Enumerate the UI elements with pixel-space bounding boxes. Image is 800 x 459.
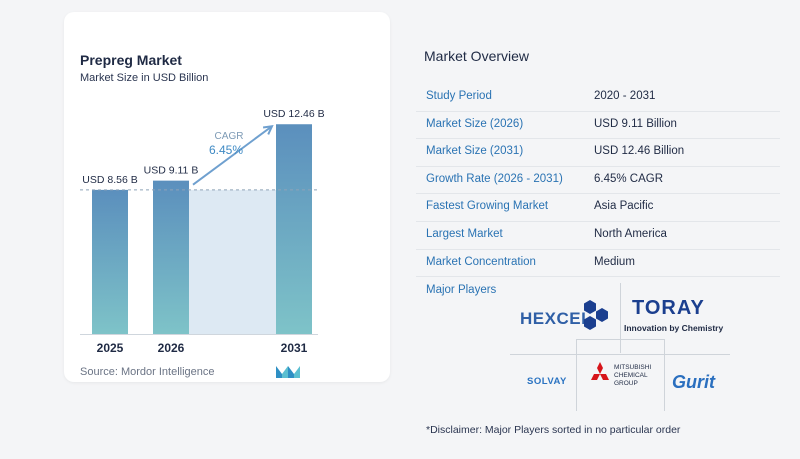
overview-row: Growth Rate (2026 - 2031) 6.45% CAGR — [416, 167, 780, 195]
chart-subtitle: Market Size in USD Billion — [80, 72, 209, 84]
overview-row-value: 2020 - 2031 — [594, 90, 656, 102]
value-label: USD 8.56 B — [82, 174, 137, 186]
major-players-label: Major Players — [426, 284, 497, 296]
overview-row: Study Period 2020 - 2031 — [416, 84, 780, 112]
overview-row-label: Market Size (2026) — [426, 117, 524, 130]
cagr-arrow-line — [192, 125, 273, 186]
category-label: 2031 — [281, 341, 308, 355]
overview-row-label: Largest Market — [426, 227, 503, 240]
toray-tagline: Innovation by Chemistry — [624, 323, 724, 333]
category-label: 2025 — [97, 341, 124, 355]
overview-row-label: Market Concentration — [426, 255, 536, 268]
value-label: USD 9.11 B — [144, 165, 199, 177]
cagr-arrow-head-icon — [262, 125, 274, 135]
mitsubishi-diamonds-icon — [591, 362, 609, 380]
growth-band — [189, 189, 276, 334]
hexcel-logo: HEXCEL — [520, 309, 592, 328]
chart-title: Prepreg Market — [80, 52, 182, 68]
mordor-logo-icon — [276, 366, 300, 378]
solvay-logo: SOLVAY — [527, 376, 567, 387]
overview-row-value: Medium — [594, 255, 635, 268]
overview-table: Study Period 2020 - 2031 Market Size (2026… — [416, 84, 780, 278]
bar-2025 — [92, 189, 128, 334]
overview-row-label: Fastest Growing Market — [426, 200, 549, 213]
overview-row-label: Market Size (2031) — [426, 145, 524, 158]
hexcel-hexagon-icon — [584, 300, 608, 330]
toray-logo: TORAY — [632, 297, 705, 319]
overview-row: Largest Market North America — [416, 222, 780, 250]
overview-row-value: North America — [594, 227, 667, 240]
mitsubishi-chemical-logo: MITSUBISHI CHEMICAL GROUP — [614, 364, 652, 387]
gurit-logo: Gurit — [672, 372, 715, 392]
overview-row: Market Concentration Medium — [416, 250, 780, 278]
bar-2026 — [153, 180, 189, 334]
overview-row-label: Study Period — [426, 90, 492, 102]
source-text: Source: Mordor Intelligence — [80, 366, 215, 378]
value-label: USD 12.46 B — [263, 108, 324, 120]
overview-row: Fastest Growing Market Asia Pacific — [416, 194, 780, 222]
overview-row: Market Size (2026) USD 9.11 Billion — [416, 112, 780, 140]
major-players-logos: HEXCEL TORAY Innovation by Chemistry SOL… — [510, 283, 730, 411]
cagr-label: CAGR — [215, 131, 244, 142]
category-label: 2026 — [158, 341, 185, 355]
cagr-value: 6.45% — [209, 143, 243, 157]
overview-row-value: 6.45% CAGR — [594, 172, 664, 185]
bar-chart: USD 8.56 B USD 9.11 B USD 12.46 B 2025 2026 2… — [80, 108, 325, 355]
overview-row-value: USD 12.46 Billion — [594, 145, 685, 158]
overview-row-value: Asia Pacific — [594, 200, 654, 213]
disclaimer-text: *Disclaimer: Major Players sorted in no … — [426, 424, 681, 436]
overview-row-label: Growth Rate (2026 - 2031) — [426, 172, 563, 185]
overview-row: Market Size (2031) USD 12.46 Billion — [416, 139, 780, 167]
bar-2031 — [276, 124, 312, 334]
overview-title: Market Overview — [424, 48, 530, 64]
overview-row-value: USD 9.11 Billion — [594, 117, 677, 130]
